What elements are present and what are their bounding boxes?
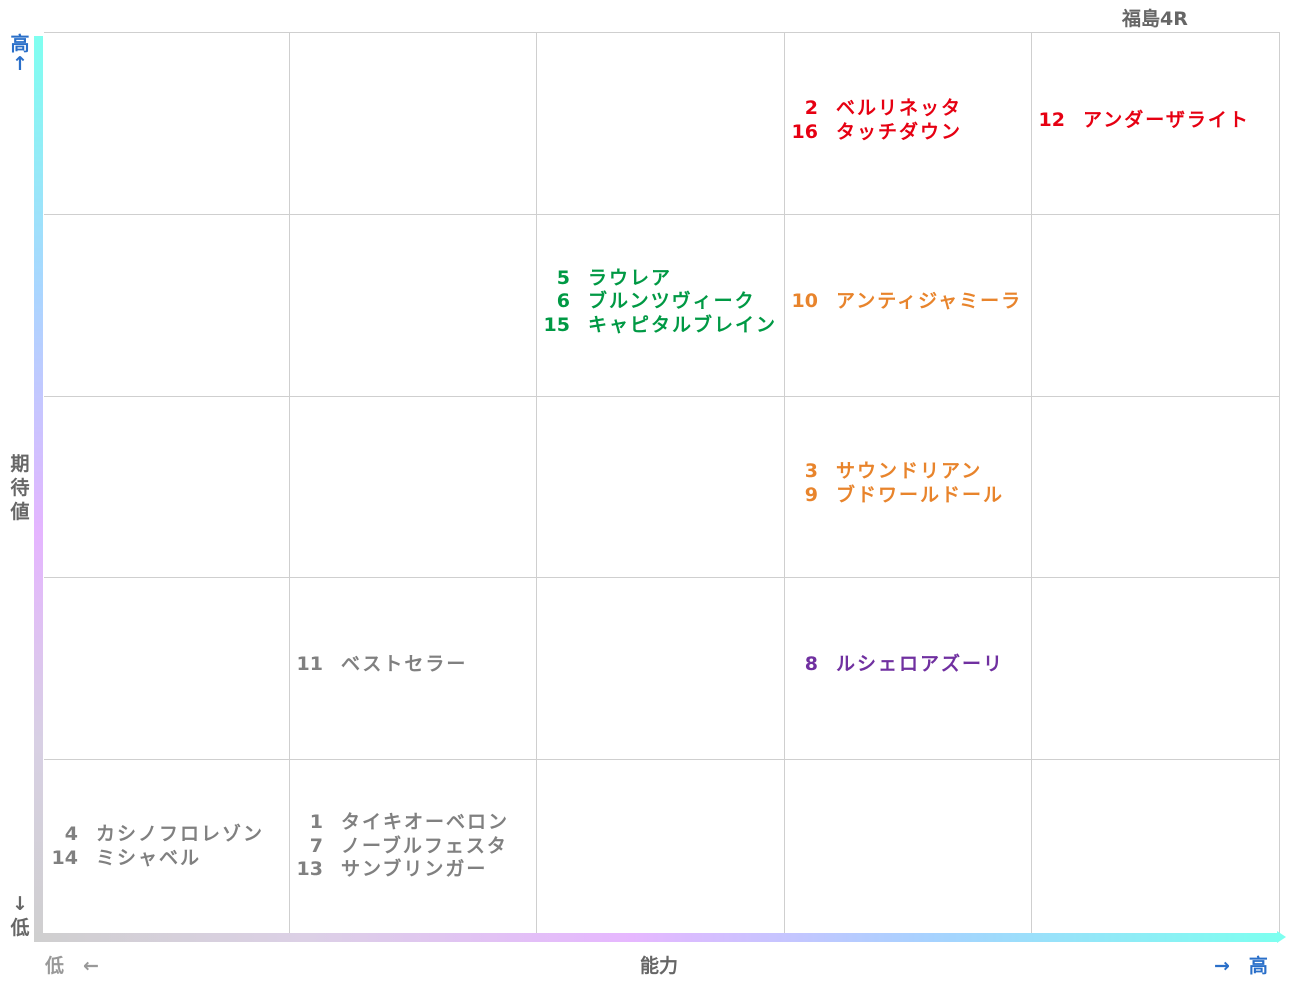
horse-name: タイキオーベロン <box>341 811 510 834</box>
horse-entry: 8 ルシェロアズーリ <box>790 653 1004 677</box>
cell-r4-c2: 11 ベストセラー <box>295 653 467 677</box>
y-axis-high-label: 高 ↑ <box>10 33 30 75</box>
horse-entry: 4 カシノフロレゾン <box>50 823 264 847</box>
horse-number: 9 <box>804 483 818 506</box>
cell-r1-c4: 2 ベルリネッタ 16 タッチダウン <box>790 97 962 144</box>
horse-name: カシノフロレゾン <box>96 823 265 845</box>
horse-number: 11 <box>296 653 323 676</box>
horse-entry: 9 ブドワールドール <box>790 484 1004 508</box>
horse-name: キャピタルブレイン <box>588 313 778 336</box>
horse-entry: 6 ブルンツヴィーク <box>542 290 777 314</box>
y-axis-arrow <box>34 36 43 940</box>
x-axis-title: 能力 <box>640 955 679 977</box>
horse-name: ラウレア <box>588 266 673 289</box>
horse-number: 16 <box>791 120 818 143</box>
horse-name: ブドワールドール <box>836 483 1005 506</box>
horse-number: 4 <box>64 823 78 845</box>
y-axis-low-label: ↓ 低 <box>10 893 30 939</box>
horse-name: ベストセラー <box>341 653 468 676</box>
horse-name: ルシェロアズーリ <box>836 653 1005 676</box>
horse-name: ブルンツヴィーク <box>588 290 756 313</box>
horse-number: 15 <box>543 313 570 336</box>
grid-line <box>784 33 785 939</box>
horse-entry: 13 サンブリンガー <box>295 858 509 882</box>
grid-line <box>44 396 1279 397</box>
horse-name: アンダーザライト <box>1083 108 1250 131</box>
y-axis-title: 期待値 <box>10 453 30 523</box>
cell-r2-c3: 5 ラウレア 6 ブルンツヴィーク 15 キャピタルブレイン <box>542 267 777 338</box>
horse-number: 2 <box>804 97 818 119</box>
horse-name: ベルリネッタ <box>836 97 963 119</box>
cell-r1-c5: 12 アンダーザライト <box>1037 109 1250 133</box>
grid-area <box>44 32 1280 939</box>
cell-r5-c2: 1 タイキオーベロン 7 ノーブルフェスタ 13 サンブリンガー <box>295 811 509 882</box>
horse-number: 10 <box>791 290 818 313</box>
horse-number: 7 <box>309 834 323 857</box>
horse-entry: 1 タイキオーベロン <box>295 811 509 835</box>
x-axis-low-label: 低 ← <box>45 955 99 977</box>
grid-line <box>44 577 1279 578</box>
chart-title: 福島4R <box>1122 8 1188 30</box>
grid-line <box>1031 33 1032 939</box>
horse-entry: 3 サウンドリアン <box>790 460 1004 484</box>
cell-r4-c4: 8 ルシェロアズーリ <box>790 653 1004 677</box>
horse-number: 6 <box>556 290 570 313</box>
horse-entry: 14 ミシャベル <box>50 847 264 871</box>
horse-entry: 15 キャピタルブレイン <box>542 314 777 338</box>
x-axis-high-label: → 高 <box>1214 955 1268 977</box>
grid-line <box>536 33 537 939</box>
horse-name: ノーブルフェスタ <box>341 834 508 857</box>
x-axis-arrow <box>34 931 1286 943</box>
horse-entry: 2 ベルリネッタ <box>790 97 962 121</box>
horse-number: 13 <box>296 858 323 881</box>
horse-number: 3 <box>804 460 818 482</box>
horse-entry: 10 アンティジャミーラ <box>790 290 1022 314</box>
horse-number: 14 <box>51 846 78 869</box>
horse-name: サンブリンガー <box>341 858 488 881</box>
grid-line <box>44 759 1279 760</box>
horse-number: 12 <box>1038 108 1065 131</box>
grid-line <box>289 33 290 939</box>
horse-entry: 12 アンダーザライト <box>1037 109 1250 133</box>
cell-r2-c4: 10 アンティジャミーラ <box>790 290 1022 314</box>
horse-name: サウンドリアン <box>836 460 983 482</box>
horse-number: 8 <box>804 653 818 676</box>
horse-name: ミシャベル <box>96 846 202 869</box>
horse-number: 1 <box>309 811 323 834</box>
horse-entry: 5 ラウレア <box>542 267 777 291</box>
horse-entry: 7 ノーブルフェスタ <box>295 835 509 859</box>
cell-r3-c4: 3 サウンドリアン 9 ブドワールドール <box>790 460 1004 507</box>
cell-r5-c1: 4 カシノフロレゾン 14 ミシャベル <box>50 823 264 870</box>
horse-name: アンティジャミーラ <box>836 290 1023 313</box>
horse-entry: 11 ベストセラー <box>295 653 467 677</box>
horse-number: 5 <box>556 266 570 289</box>
grid-line <box>44 214 1279 215</box>
horse-entry: 16 タッチダウン <box>790 121 962 145</box>
horse-name: タッチダウン <box>836 120 963 143</box>
